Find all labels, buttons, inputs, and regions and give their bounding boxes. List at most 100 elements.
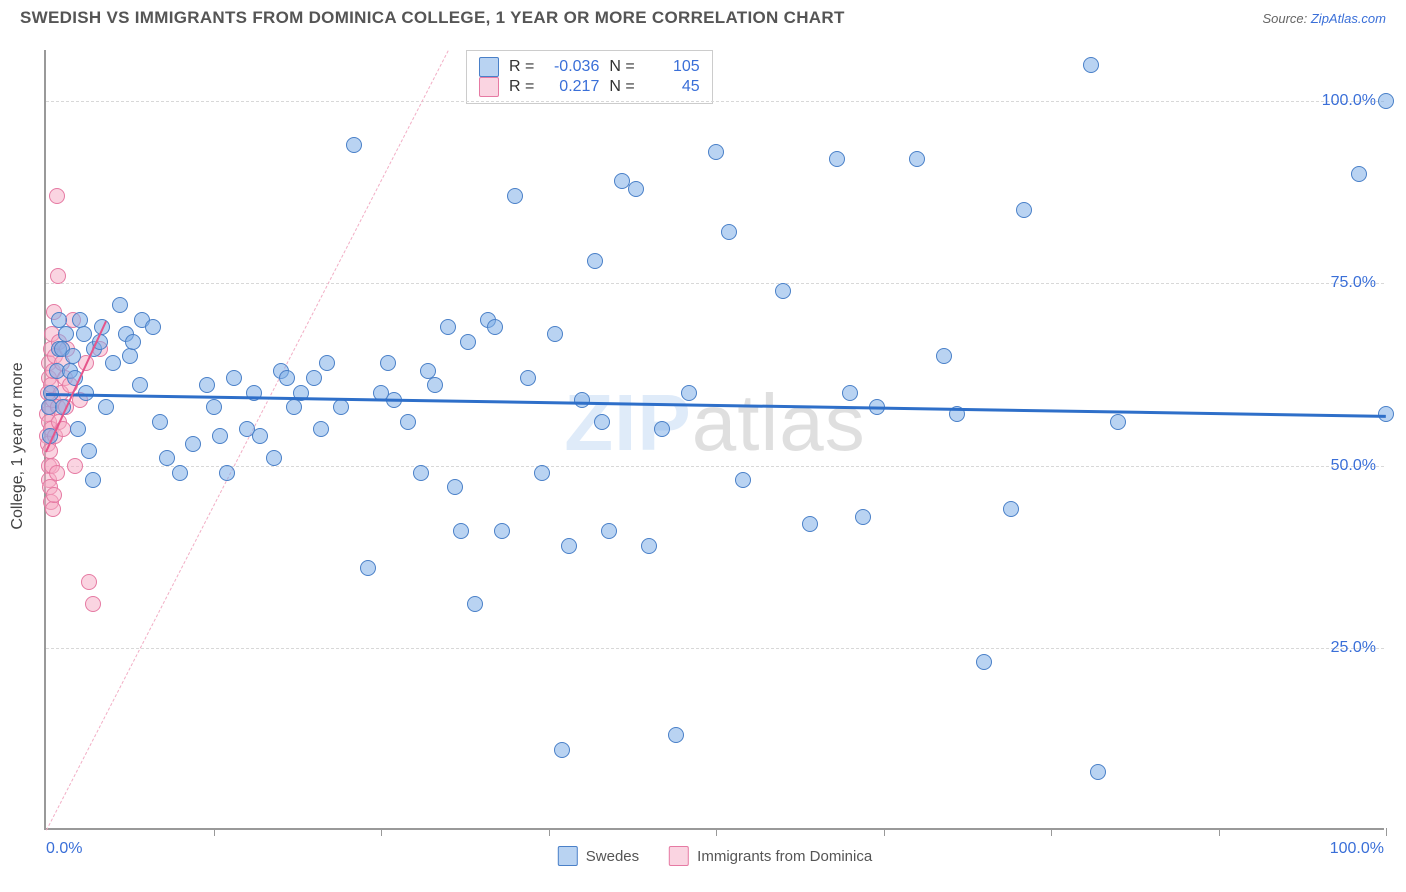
data-point (594, 414, 610, 430)
series-legend: Swedes Immigrants from Dominica (558, 846, 872, 866)
plot-area: ZIPatlas R = -0.036 N = 105 R = 0.217 N … (44, 50, 1384, 830)
data-point (520, 370, 536, 386)
data-point (252, 428, 268, 444)
data-point (46, 487, 62, 503)
source-attribution: Source: ZipAtlas.com (1262, 11, 1386, 26)
r-value-swedes: -0.036 (544, 58, 599, 76)
legend-item-dominica: Immigrants from Dominica (669, 846, 872, 866)
data-point (775, 283, 791, 299)
data-point (313, 421, 329, 437)
data-point (76, 326, 92, 342)
data-point (507, 188, 523, 204)
data-point (199, 377, 215, 393)
legend-row-dominica: R = 0.217 N = 45 (479, 77, 700, 97)
x-tick (1219, 828, 1220, 836)
data-point (212, 428, 228, 444)
n-value-dominica: 45 (645, 78, 700, 96)
source-prefix: Source: (1262, 11, 1310, 26)
data-point (286, 399, 302, 415)
data-point (721, 224, 737, 240)
data-point (855, 509, 871, 525)
data-point (427, 377, 443, 393)
data-point (45, 501, 61, 517)
data-point (65, 348, 81, 364)
data-point (206, 399, 222, 415)
data-point (641, 538, 657, 554)
data-point (1003, 501, 1019, 517)
data-point (936, 348, 952, 364)
y-tick-label: 25.0% (1331, 639, 1376, 657)
data-point (1090, 764, 1106, 780)
x-tick (716, 828, 717, 836)
data-point (333, 399, 349, 415)
data-point (460, 334, 476, 350)
data-point (561, 538, 577, 554)
data-point (279, 370, 295, 386)
data-point (735, 472, 751, 488)
data-point (219, 465, 235, 481)
x-tick (214, 828, 215, 836)
n-value-swedes: 105 (645, 58, 700, 76)
data-point (132, 377, 148, 393)
correlation-legend: R = -0.036 N = 105 R = 0.217 N = 45 (466, 50, 713, 104)
data-point (360, 560, 376, 576)
data-point (976, 654, 992, 670)
data-point (81, 443, 97, 459)
y-axis-label: College, 1 year or more (9, 362, 27, 529)
swatch-swedes-icon (479, 57, 499, 77)
data-point (49, 465, 65, 481)
legend-label-swedes: Swedes (586, 848, 639, 865)
data-point (601, 523, 617, 539)
data-point (1083, 57, 1099, 73)
x-tick (884, 828, 885, 836)
data-point (58, 326, 74, 342)
data-point (81, 574, 97, 590)
legend-row-swedes: R = -0.036 N = 105 (479, 57, 700, 77)
data-point (172, 465, 188, 481)
data-point (266, 450, 282, 466)
data-point (346, 137, 362, 153)
n-label: N = (609, 58, 634, 76)
data-point (554, 742, 570, 758)
data-point (440, 319, 456, 335)
swatch-dominica-icon (479, 77, 499, 97)
legend-label-dominica: Immigrants from Dominica (697, 848, 872, 865)
data-point (829, 151, 845, 167)
data-point (145, 319, 161, 335)
data-point (400, 414, 416, 430)
data-point (85, 472, 101, 488)
gridline (46, 466, 1384, 467)
data-point (50, 268, 66, 284)
data-point (681, 385, 697, 401)
data-point (67, 458, 83, 474)
data-point (70, 421, 86, 437)
x-tick (381, 828, 382, 836)
data-point (122, 348, 138, 364)
data-point (574, 392, 590, 408)
source-link[interactable]: ZipAtlas.com (1311, 11, 1386, 26)
x-axis-max-label: 100.0% (1330, 840, 1384, 858)
swatch-swedes-icon (558, 846, 578, 866)
data-point (587, 253, 603, 269)
data-point (628, 181, 644, 197)
data-point (72, 312, 88, 328)
data-point (226, 370, 242, 386)
data-point (41, 399, 57, 415)
y-tick-label: 75.0% (1331, 274, 1376, 292)
y-tick-label: 50.0% (1331, 457, 1376, 475)
diagonal-guide-line (46, 50, 449, 830)
data-point (494, 523, 510, 539)
data-point (413, 465, 429, 481)
legend-item-swedes: Swedes (558, 846, 639, 866)
data-point (654, 421, 670, 437)
data-point (319, 355, 335, 371)
n-label: N = (609, 78, 634, 96)
data-point (306, 370, 322, 386)
data-point (152, 414, 168, 430)
r-value-dominica: 0.217 (544, 78, 599, 96)
data-point (708, 144, 724, 160)
x-tick (1051, 828, 1052, 836)
data-point (185, 436, 201, 452)
r-label: R = (509, 58, 534, 76)
data-point (125, 334, 141, 350)
